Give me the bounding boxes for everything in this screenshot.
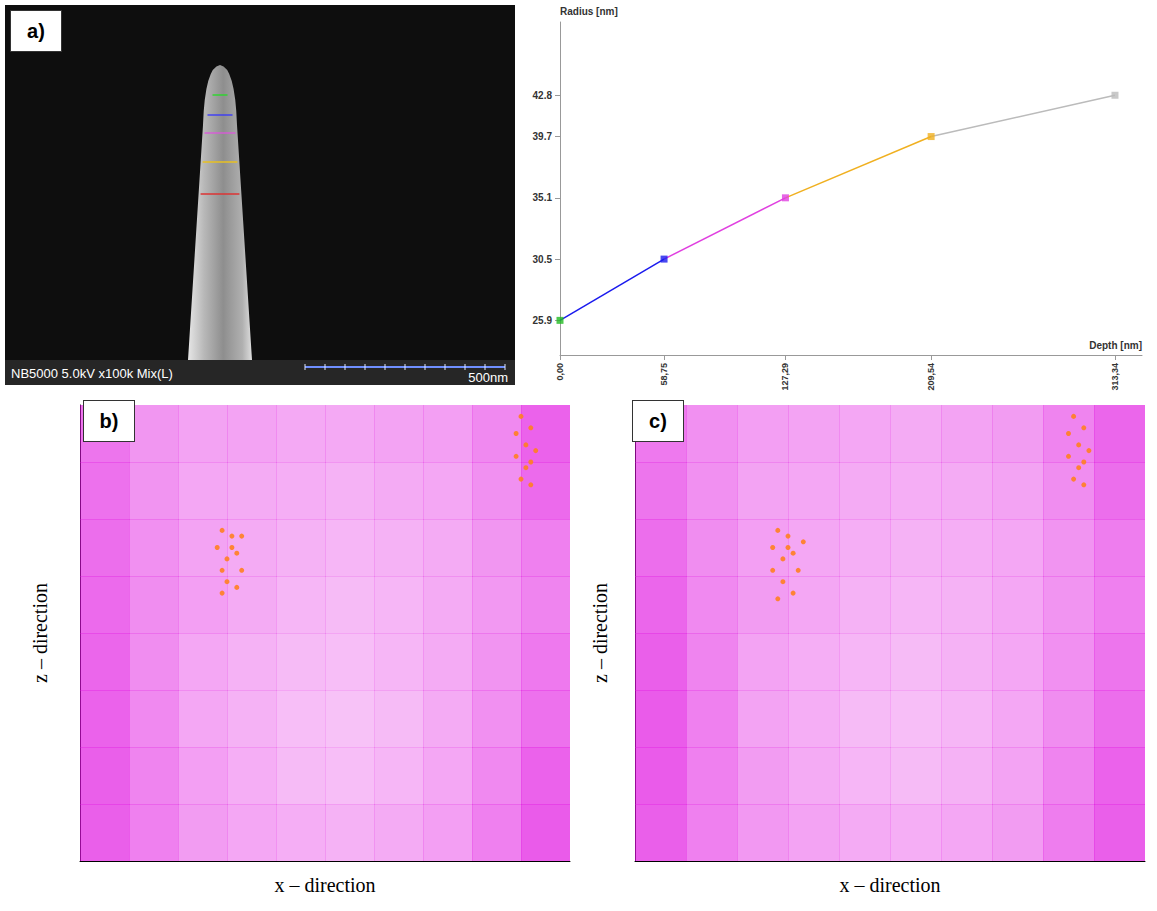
svg-text:z – direction: z – direction (29, 583, 51, 683)
html-text:a): a) (27, 19, 45, 42)
svg-text:z – direction: z – direction (589, 583, 611, 683)
svg-text:35.1: 35.1 (533, 192, 553, 203)
svg-text:58,75: 58,75 (659, 363, 669, 386)
svg-text:39.7: 39.7 (533, 131, 553, 142)
svg-text:Depth [nm]: Depth [nm] (1089, 340, 1142, 351)
svg-text:Radius [nm]: Radius [nm] (560, 6, 618, 17)
svg-text:313,34: 313,34 (1110, 363, 1120, 391)
svg-text:x – direction: x – direction (839, 874, 940, 896)
svg-text:NB5000 5.0kV x100k Mix(L): NB5000 5.0kV x100k Mix(L) (11, 366, 173, 381)
svg-text:x – direction: x – direction (274, 874, 375, 896)
svg-text:500nm: 500nm (468, 370, 508, 385)
svg-text:0,00: 0,00 (555, 363, 565, 381)
svg-text:209,54: 209,54 (926, 363, 936, 391)
html-text:c): c) (649, 409, 667, 432)
svg-text:30.5: 30.5 (533, 254, 553, 265)
svg-text:25.9: 25.9 (533, 315, 553, 326)
svg-text:127,29: 127,29 (780, 363, 790, 391)
html-text:b): b) (99, 409, 119, 432)
svg-text:42.8: 42.8 (533, 90, 553, 101)
